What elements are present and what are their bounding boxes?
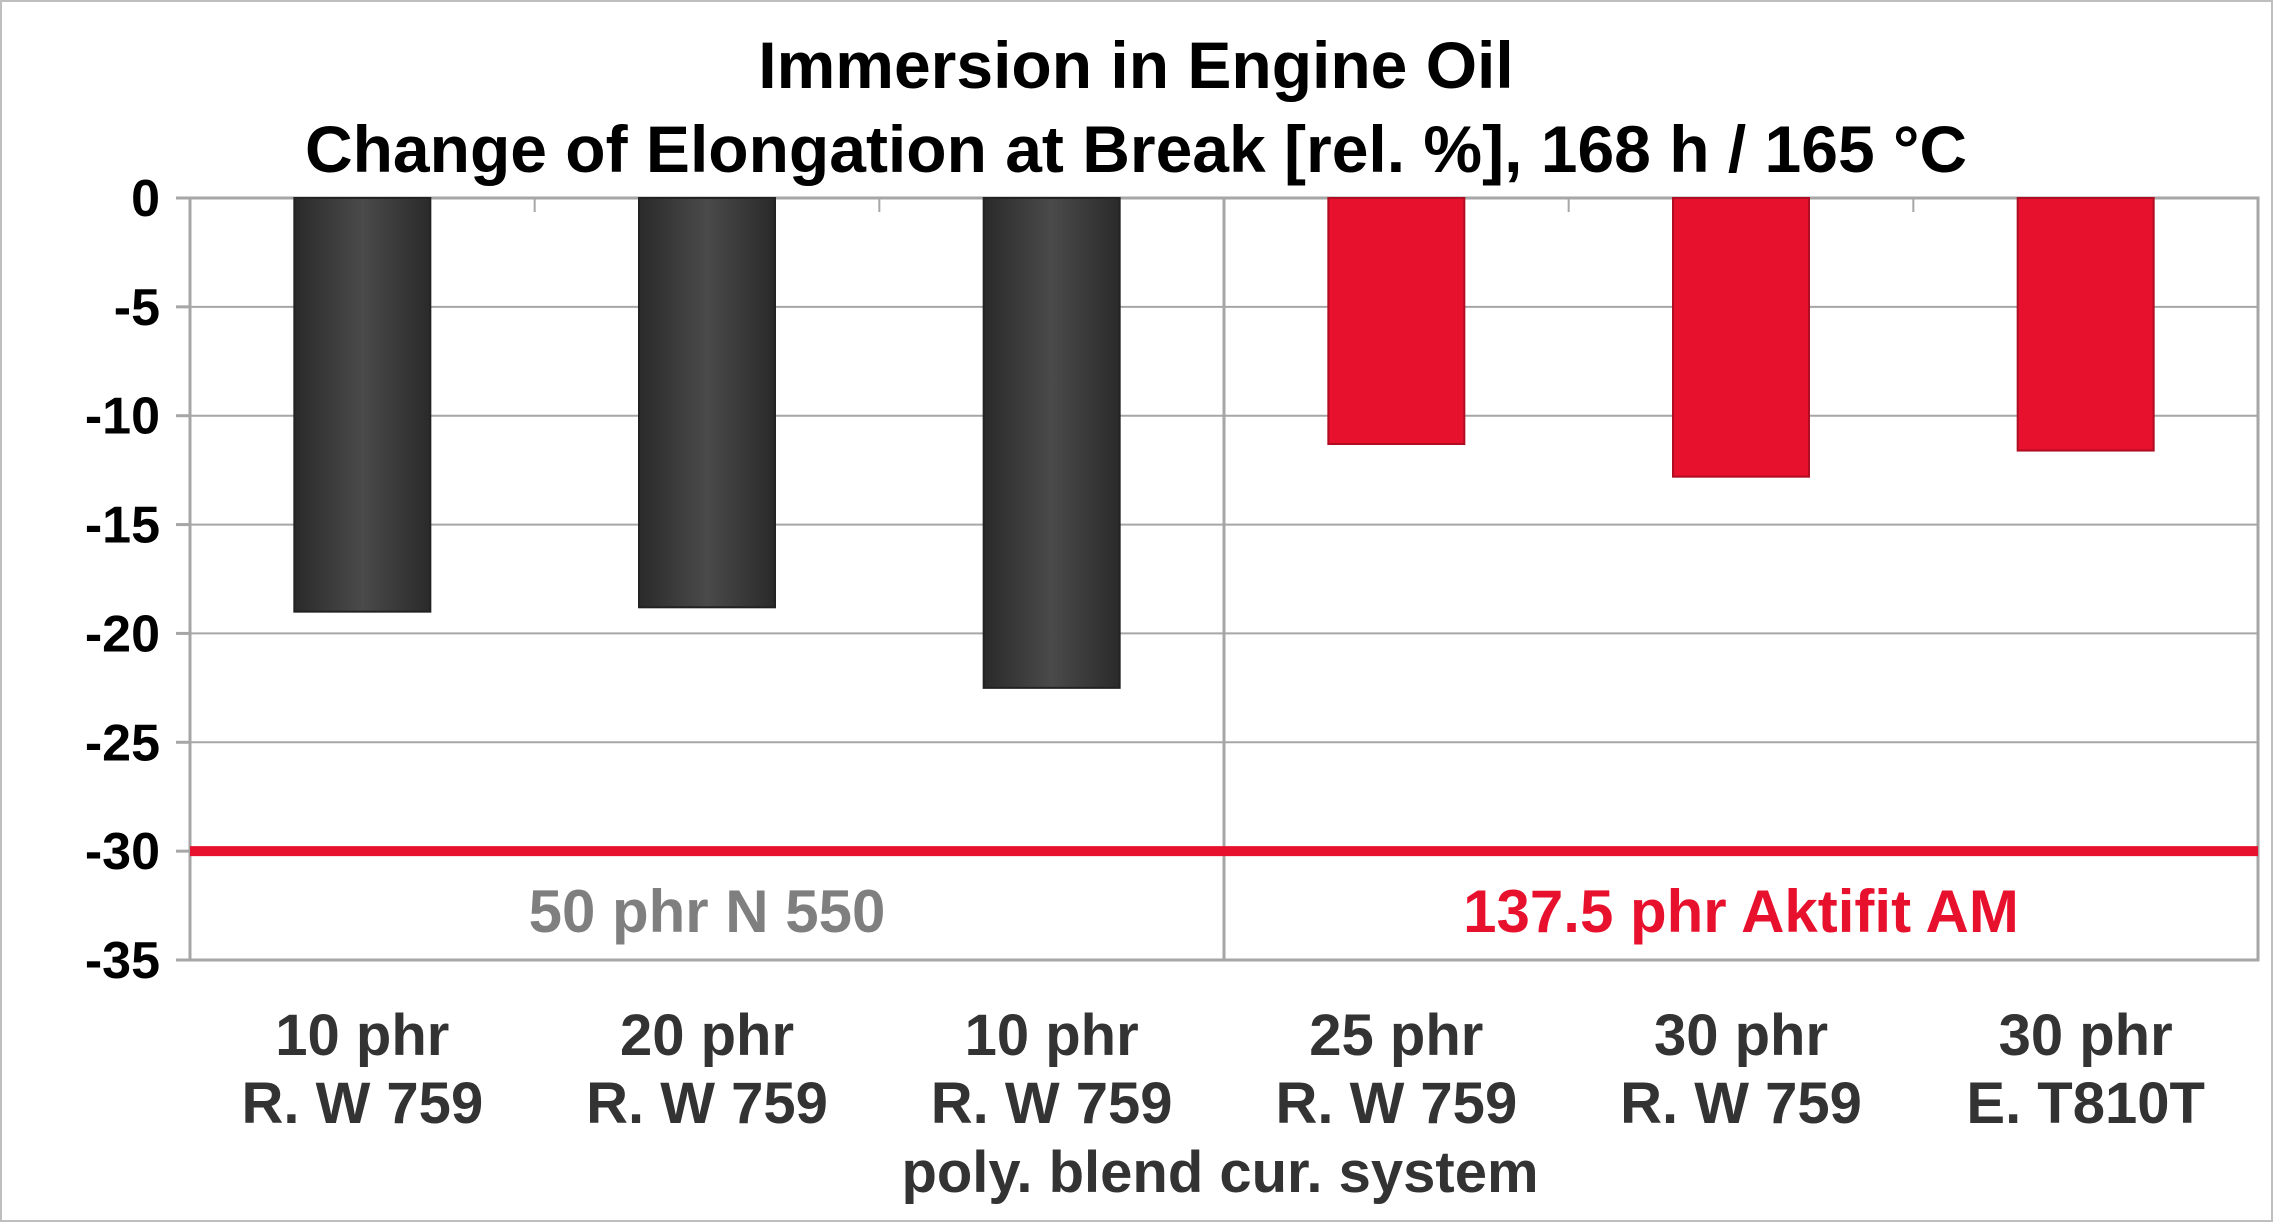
- bar-1: [293, 197, 432, 613]
- group-label-1: 50 phr N 550: [529, 878, 886, 945]
- category-label-5-line1: 30 phr: [1654, 1003, 1828, 1068]
- bar-3: [982, 197, 1121, 689]
- category-label-2-line1: 20 phr: [620, 1003, 794, 1068]
- bar-5: [1672, 197, 1810, 478]
- category-label-4-line1: 25 phr: [1309, 1003, 1483, 1068]
- category-label-2-line2: R. W 759: [586, 1071, 828, 1136]
- group-labels: 50 phr N 550 137.5 phr Aktifit AM: [529, 878, 2019, 945]
- chart-title-line2: Change of Elongation at Break [rel. %], …: [305, 112, 1967, 186]
- category-label-1-line1: 10 phr: [275, 1003, 449, 1068]
- x-axis-label: poly. blend cur. system: [901, 1140, 1538, 1205]
- bar-6: [2016, 197, 2155, 452]
- category-label-5-line2: R. W 759: [1620, 1071, 1862, 1136]
- y-tick-label-5: -25: [85, 714, 160, 772]
- y-tick-label-7: -35: [85, 932, 160, 990]
- y-tick-label-3: -15: [85, 497, 160, 555]
- bar-4: [1327, 197, 1466, 446]
- y-tick-label-4: -20: [85, 605, 160, 663]
- y-tick-label-6: -30: [85, 823, 160, 881]
- chart-title-line1: Immersion in Engine Oil: [758, 28, 1513, 102]
- bar-2: [638, 197, 776, 609]
- category-label-6-line1: 30 phr: [1999, 1003, 2173, 1068]
- category-label-3-line2: R. W 759: [931, 1071, 1173, 1136]
- category-label-4-line2: R. W 759: [1275, 1071, 1517, 1136]
- y-tick-label-2: -10: [85, 388, 160, 446]
- y-tick-labels: 0 -5 -10 -15 -20 -25 -30 -35: [85, 170, 160, 990]
- category-label-6-line2: E. T810T: [1966, 1071, 2205, 1136]
- group-label-2: 137.5 phr Aktifit AM: [1463, 878, 2019, 945]
- category-label-3-line1: 10 phr: [965, 1003, 1139, 1068]
- plot-frame: [176, 196, 2260, 962]
- y-tick-label-1: -5: [114, 279, 160, 337]
- bars: [293, 197, 2155, 689]
- y-tick-label-0: 0: [131, 170, 160, 228]
- category-label-1-line2: R. W 759: [241, 1071, 483, 1136]
